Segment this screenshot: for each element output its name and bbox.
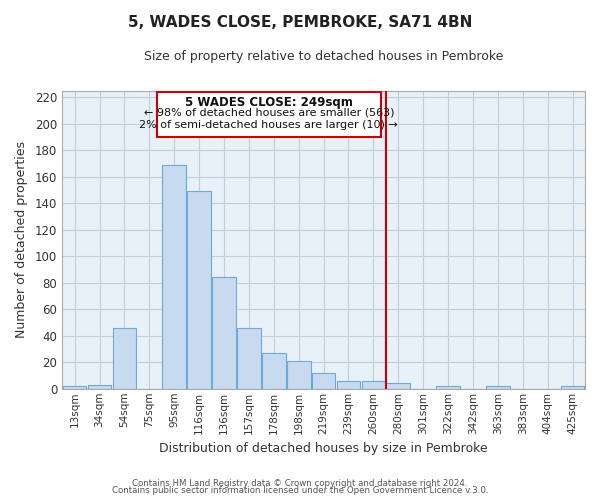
Text: Contains HM Land Registry data © Crown copyright and database right 2024.: Contains HM Land Registry data © Crown c… [132,478,468,488]
Text: Contains public sector information licensed under the Open Government Licence v.: Contains public sector information licen… [112,486,488,495]
Bar [287,361,311,389]
Text: 5 WADES CLOSE: 249sqm: 5 WADES CLOSE: 249sqm [185,96,353,109]
Bar [362,381,385,389]
Bar [113,328,136,389]
Text: 2% of semi-detached houses are larger (10) →: 2% of semi-detached houses are larger (1… [139,120,398,130]
Bar [337,381,361,389]
Bar [436,386,460,389]
Bar [262,353,286,389]
Bar [187,192,211,389]
Bar [237,328,261,389]
Text: ← 98% of detached houses are smaller (563): ← 98% of detached houses are smaller (56… [143,108,394,118]
Bar [386,384,410,389]
Bar [561,386,584,389]
X-axis label: Distribution of detached houses by size in Pembroke: Distribution of detached houses by size … [159,442,488,455]
Text: 5, WADES CLOSE, PEMBROKE, SA71 4BN: 5, WADES CLOSE, PEMBROKE, SA71 4BN [128,15,472,30]
Bar [88,385,112,389]
Bar [312,373,335,389]
Bar [212,278,236,389]
Title: Size of property relative to detached houses in Pembroke: Size of property relative to detached ho… [144,50,503,63]
Bar [63,386,86,389]
Bar [163,165,186,389]
FancyBboxPatch shape [157,92,381,137]
Y-axis label: Number of detached properties: Number of detached properties [15,141,28,338]
Bar [486,386,509,389]
